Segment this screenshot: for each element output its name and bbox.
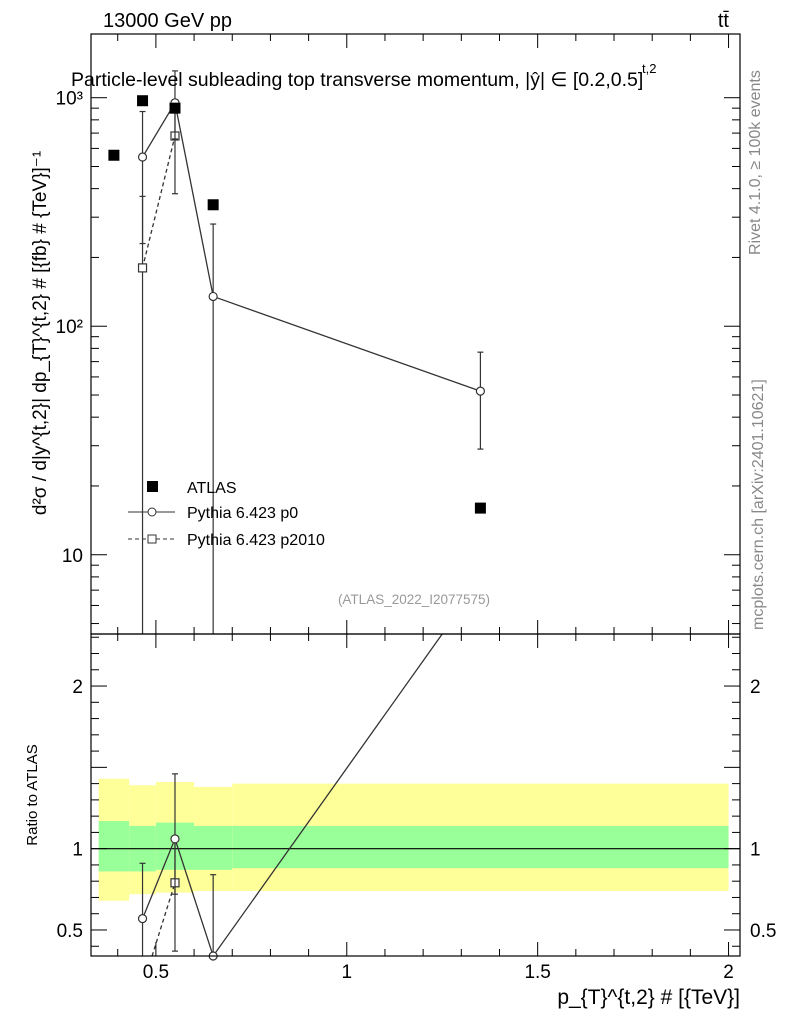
ratio-p0-line	[141, 633, 443, 958]
ratio-y-tick-label-right: 0.5	[750, 921, 776, 942]
main-y-tick-label: 10³	[56, 89, 83, 110]
header-right-title: tt̄	[718, 10, 730, 32]
x-tick-label: 1	[341, 962, 352, 983]
p0-marker	[137, 152, 148, 162]
ratio-p2010-line	[151, 882, 176, 957]
ratio-uncertainty-bands	[98, 778, 729, 901]
ratio-y-tick-label: 1	[72, 840, 83, 861]
header-left-title: 13000 GeV pp	[103, 10, 232, 32]
x-axis-label: p_{T}^{t,2} # [{TeV}]	[557, 986, 740, 1009]
inner-band-segment	[232, 825, 729, 869]
main-y-tick-label: 10	[62, 546, 83, 567]
legend-atlas-marker	[147, 481, 158, 492]
main-series-layer	[108, 70, 486, 634]
atlas-marker	[169, 102, 181, 114]
p0-line	[141, 101, 481, 392]
p2010-marker	[137, 263, 148, 273]
atlas-marker	[108, 149, 120, 161]
main-y-tick-label: 10²	[56, 317, 83, 338]
main-tick-labels: 1010²10³10⁴	[56, 89, 83, 567]
p0-marker	[475, 386, 485, 396]
x-tick-label: 1.5	[524, 962, 550, 983]
atlas-marker	[207, 199, 219, 211]
main-y-axis-label: d²σ / d|y^{t,2}| dp_{T}^{t,2} # [{fb} # …	[30, 151, 51, 515]
ratio-p0-marker	[170, 834, 180, 844]
ratio-y-tick-label-right: 2	[750, 677, 761, 698]
ratio-y-tick-label: 2	[72, 677, 83, 698]
ratio-panel: 0.5 1 1.5 2 0.5 0.5 1 1 2 2 Ratio to ATLAS p_{T}^…	[24, 633, 777, 1009]
main-panel: 1010²10³10⁴ Particle-level subleading to…	[30, 33, 741, 635]
main-plot-title-sup: t,2	[642, 61, 656, 76]
x-tick-label: 2	[723, 962, 734, 983]
main-plot-title: Particle-level subleading top transverse…	[71, 69, 643, 91]
atlas-marker	[474, 502, 486, 514]
ratio-y-axis-label: Ratio to ATLAS	[24, 744, 41, 845]
atlas-marker	[137, 95, 149, 107]
ratio-tick-labels: 0.5 1 1.5 2 0.5 0.5 1 1 2 2	[57, 677, 777, 983]
legend-p0-marker	[147, 507, 157, 517]
p0-marker	[208, 291, 218, 302]
inner-band-segment	[98, 821, 130, 872]
legend-p2010-marker	[147, 534, 157, 544]
legend-atlas-label: ATLAS	[187, 480, 237, 497]
mcplots-label: mcplots.cern.ch [arXiv:2401.10621]	[750, 379, 767, 630]
inner-band-segment	[194, 825, 233, 870]
legend-p0-label: Pythia 6.423 p0	[187, 505, 298, 522]
ratio-series-layer	[137, 633, 443, 961]
p2010-line	[141, 135, 176, 269]
rivet-version-label: Rivet 4.1.0, ≥ 100k events	[747, 70, 764, 255]
legend-p2010-label: Pythia 6.423 p2010	[187, 532, 325, 549]
analysis-watermark: (ATLAS_2022_I2077575)	[338, 592, 490, 607]
ratio-y-tick-label: 0.5	[57, 921, 83, 942]
ratio-y-tick-label-right: 1	[750, 840, 761, 861]
x-tick-label: 0.5	[143, 962, 169, 983]
main-ticks	[91, 34, 740, 634]
ratio-ticks	[91, 634, 740, 956]
ratio-p0-marker	[137, 913, 148, 924]
legend: ATLAS Pythia 6.423 p0 Pythia 6.423 p2010	[128, 480, 325, 549]
ratio-frame	[90, 633, 741, 957]
